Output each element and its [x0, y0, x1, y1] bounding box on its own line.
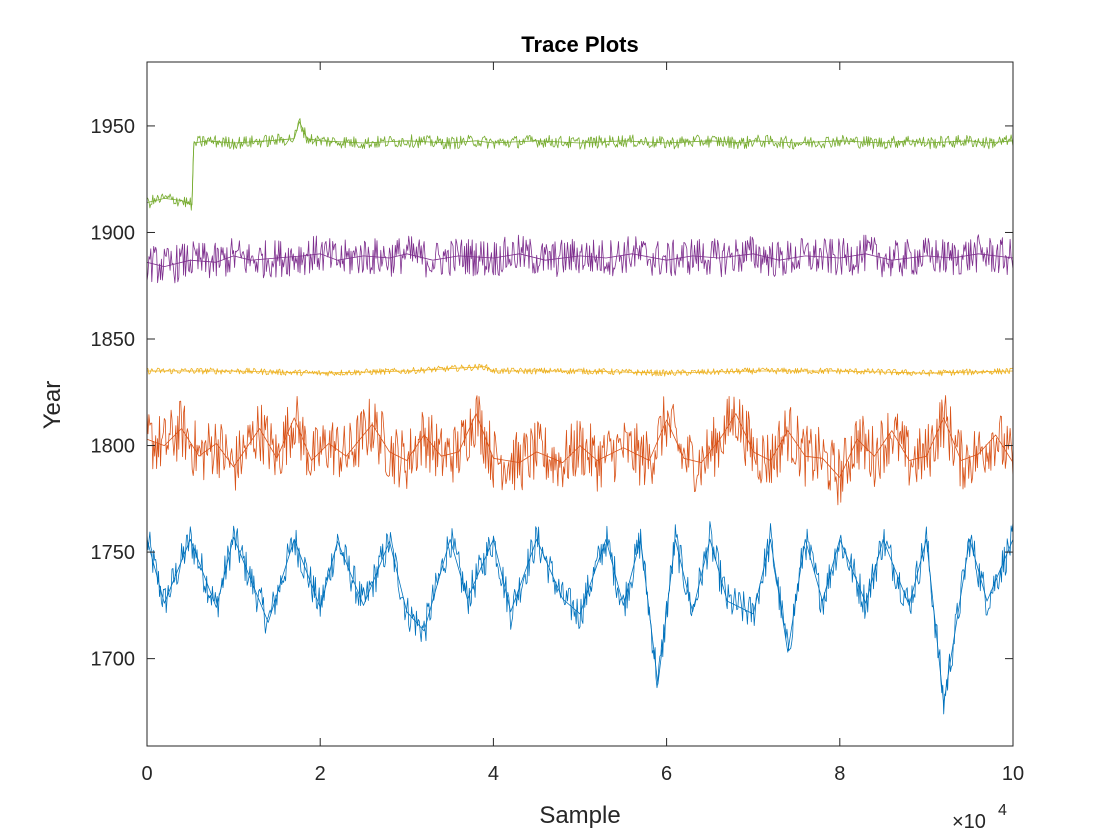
y-tick-label: 1950	[91, 116, 136, 138]
series-anchor-line-2	[147, 366, 1014, 374]
series-anchor-line-0	[146, 536, 1014, 704]
series-anchor-line-3	[146, 253, 1014, 268]
plot-area-box	[146, 61, 1014, 747]
x-tick-label: 2	[315, 763, 326, 785]
series-line-2	[146, 363, 1014, 377]
x-tick-label: 6	[661, 763, 672, 785]
series-line-0	[146, 521, 1014, 715]
series-layer	[146, 118, 1014, 715]
axes-layer: 0 2 4 6 8 10 1700 1750 1800 1850 1900 1950	[91, 61, 1024, 785]
series-anchor-line-4	[146, 121, 1014, 206]
series-line-1	[146, 395, 1014, 506]
y-axis-label: Year	[39, 381, 66, 430]
x-exponent-power: 4	[998, 802, 1007, 819]
y-tick-label: 1700	[91, 649, 136, 671]
series-line-4	[146, 118, 1014, 211]
y-tick-label: 1900	[91, 222, 136, 244]
y-tick-label: 1800	[91, 436, 136, 458]
x-tick-label: 10	[1002, 763, 1024, 785]
series-anchor-line-1	[146, 413, 1014, 478]
y-tick-label: 1850	[91, 329, 136, 351]
x-exponent-multiplier: ×10	[952, 811, 986, 833]
x-tick-label: 8	[834, 763, 845, 785]
series-line-3	[146, 234, 1014, 284]
x-tick-label: 0	[141, 763, 152, 785]
y-tick-label: 1750	[91, 542, 136, 564]
chart-title: Trace Plots	[521, 32, 638, 57]
x-tick-label: 4	[488, 763, 499, 785]
x-axis-label: Sample	[539, 802, 620, 829]
